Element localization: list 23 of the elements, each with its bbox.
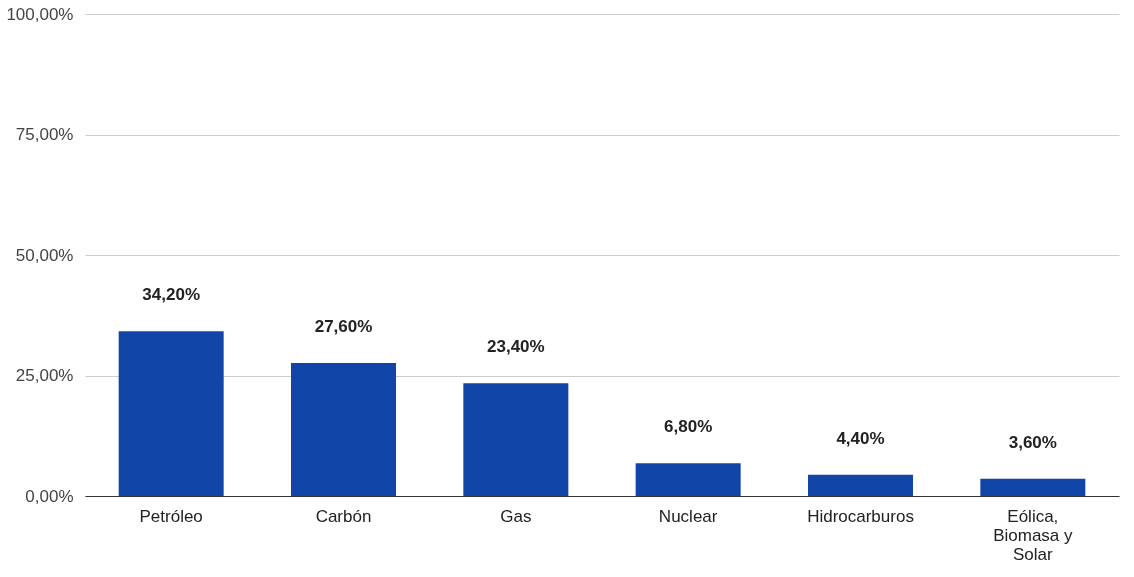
y-tick-label: 25,00%: [15, 366, 74, 385]
data-label: 23,40%: [487, 337, 545, 357]
x-tick-label: Nuclear: [658, 506, 718, 526]
data-label: 27,60%: [314, 316, 373, 336]
bar: [291, 362, 396, 496]
bar: [808, 474, 913, 496]
y-tick-label: 50,00%: [15, 245, 74, 265]
x-tick-label: Gas: [500, 506, 532, 526]
y-tick-label: 75,00%: [15, 125, 74, 144]
bar: [635, 463, 741, 496]
bar: [980, 478, 1086, 496]
x-tick-label: Hidrocarburos: [807, 506, 914, 526]
y-tick-label: 100,00%: [6, 4, 74, 24]
data-label: 34,20%: [142, 285, 200, 305]
x-tick-label: Carbón: [315, 506, 372, 526]
bar: [118, 331, 224, 496]
y-tick-label: 0,00%: [25, 486, 74, 506]
data-label: 3,60%: [1008, 432, 1057, 452]
data-label: 6,80%: [664, 417, 713, 437]
x-tick-label: Eólica, Biomasa y Solar: [993, 506, 1074, 564]
bar: [463, 383, 569, 496]
data-label: 4,40%: [836, 428, 885, 448]
x-tick-label: Petróleo: [139, 506, 203, 526]
